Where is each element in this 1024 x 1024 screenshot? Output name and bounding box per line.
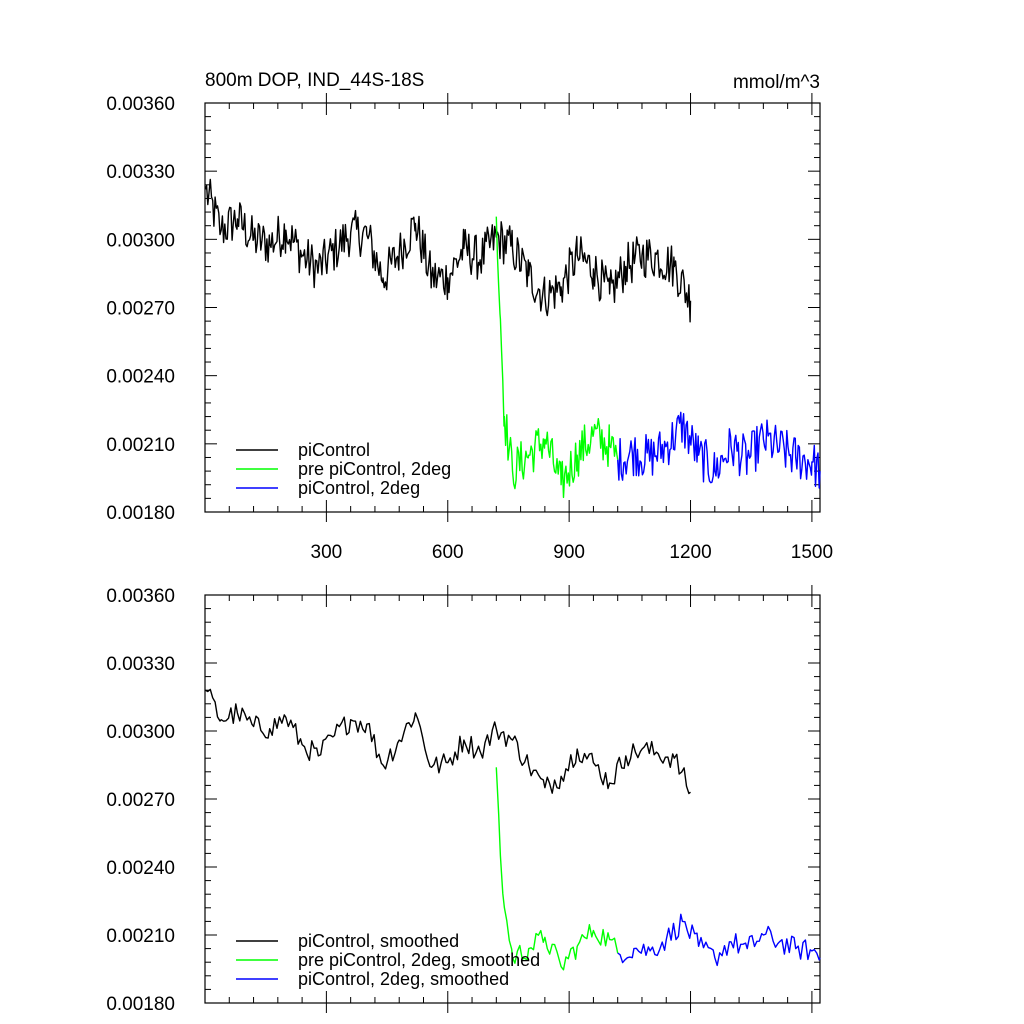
x-tick-label: 300	[311, 542, 343, 563]
y-tick-label: 0.00270	[106, 790, 175, 811]
y-tick-label: 0.00330	[106, 654, 175, 675]
y-tick-label: 0.00240	[106, 858, 175, 879]
y-tick-label: 0.00360	[106, 586, 175, 607]
series-line	[617, 913, 821, 967]
y-tick-label: 0.00210	[106, 435, 175, 456]
y-tick-label: 0.00330	[106, 162, 175, 183]
y-tick-label: 0.00360	[106, 94, 175, 115]
series-line	[495, 767, 619, 971]
y-tick-label: 0.00210	[106, 926, 175, 947]
x-tick-label: 1500	[791, 542, 833, 563]
y-tick-label: 0.00270	[106, 299, 175, 320]
legend-label: piControl, smoothed	[298, 931, 459, 951]
x-tick-label: 1200	[669, 542, 711, 563]
y-tick-label: 0.00240	[106, 367, 175, 388]
y-tick-label: 0.00180	[106, 994, 175, 1015]
x-tick-label: 900	[553, 542, 585, 563]
top-panel: 800m DOP, IND_44S-18S mmol/m^3 0.00180 0.…	[106, 70, 833, 563]
chart-title: 800m DOP, IND_44S-18S	[205, 70, 424, 91]
series-line	[204, 178, 692, 323]
y-tick-label: 0.00180	[106, 503, 175, 524]
legend-label: piControl	[298, 440, 370, 460]
units-label: mmol/m^3	[733, 72, 820, 93]
series-line	[495, 216, 619, 499]
legend-label: piControl, 2deg, smoothed	[298, 969, 509, 989]
series-line	[617, 411, 821, 489]
y-tick-label: 0.00300	[106, 230, 175, 251]
series-line	[205, 688, 691, 795]
y-tick-label: 0.00300	[106, 722, 175, 743]
legend-label: pre piControl, 2deg, smoothed	[298, 950, 540, 970]
x-tick-label: 600	[432, 542, 464, 563]
bottom-panel: 0.00180 0.00210 0.00240 0.00270 0.00300 0.003…	[106, 585, 821, 1015]
legend-label: pre piControl, 2deg	[298, 459, 451, 479]
legend-label: piControl, 2deg	[298, 478, 420, 498]
